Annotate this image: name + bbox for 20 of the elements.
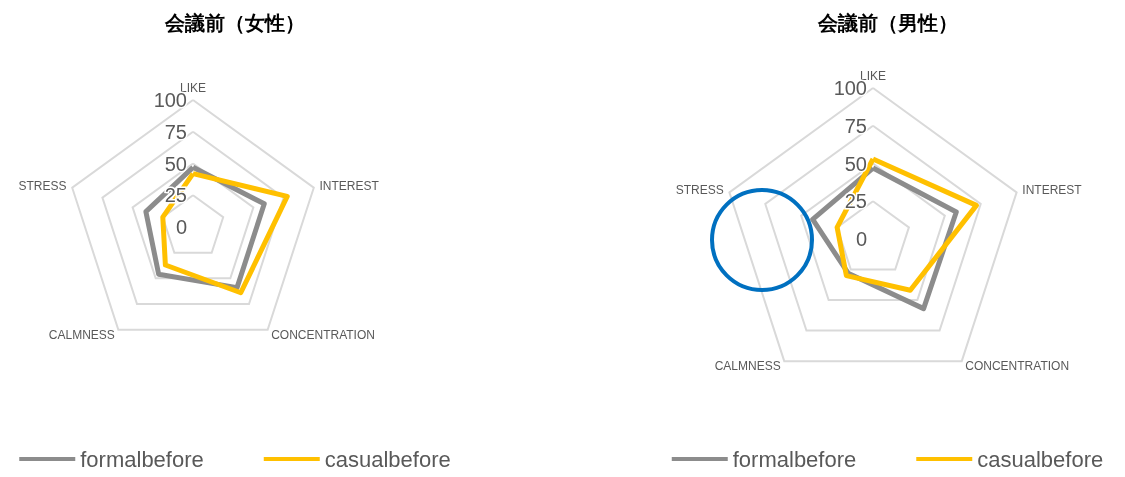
legend-label: casualbefore xyxy=(324,446,451,472)
legend-label: casualbefore xyxy=(977,446,1104,472)
chart-title: 会議前（女性） xyxy=(164,12,305,34)
spoke-label: INTEREST xyxy=(319,178,380,193)
y-tick-label: 50 xyxy=(844,152,867,175)
spoke-label: INTEREST xyxy=(1022,183,1083,198)
y-tick-label: 75 xyxy=(844,114,867,137)
spoke-label: CONCENTRATION xyxy=(271,327,375,342)
spoke-label: STRESS xyxy=(675,183,724,198)
spoke-label: CONCENTRATION xyxy=(965,359,1070,374)
legend-label: formalbefore xyxy=(80,446,204,472)
legend-label: formalbefore xyxy=(732,446,857,472)
y-tick-label: 0 xyxy=(175,216,187,238)
y-tick-label: 0 xyxy=(855,228,867,250)
chart-title: 会議前（男性） xyxy=(816,12,958,34)
y-tick-label: 75 xyxy=(164,120,187,143)
y-tick-label: 50 xyxy=(164,152,187,175)
spoke-label: STRESS xyxy=(18,178,67,193)
spoke-label: CALMNESS xyxy=(714,359,781,374)
spoke-label: CALMNESS xyxy=(48,327,115,342)
